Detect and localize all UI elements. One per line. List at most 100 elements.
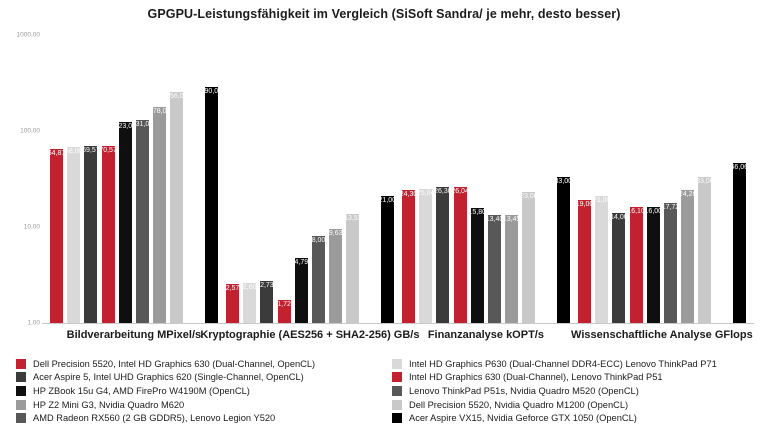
chart-title: GPGPU-Leistungsfähigkeit im Vergleich (S… (147, 7, 621, 21)
bar: 131,00 (132, 119, 153, 323)
x-axis-line (42, 323, 754, 324)
legend-swatch (392, 385, 402, 396)
bar: 13,45 (502, 214, 521, 323)
bar-value-label: 15,80 (468, 208, 487, 216)
bar-value-label: 4,79 (294, 258, 309, 266)
bar-value-label: 64,87 (47, 150, 66, 158)
bar: 13,40 (485, 214, 504, 323)
bar: 290,00 (201, 86, 222, 323)
bar: 2,73 (260, 281, 274, 323)
legend-label: Acer Aspire 5, Intel UHD Graphics 620 (S… (33, 372, 304, 383)
legend-item: Intel HD Graphics P630 (Dual-Channel DDR… (392, 357, 717, 371)
category-label: Finanzanalyse kOPT/s (427, 329, 544, 341)
legend-item: HP ZBook 15u G4, AMD FirePro W4190M (Ope… (16, 384, 315, 398)
plot-area: 1000,00 100,00 10,00 1,00 64,87 68,00 69,57 70,… (16, 31, 754, 341)
bar-value-label: 131,00 (131, 120, 154, 128)
legend-swatch (392, 399, 402, 410)
bar-value-label: 33,06 (696, 178, 714, 186)
legend-item: Dell Precision 5520, Nvidia Quadro M1200… (392, 398, 717, 412)
bar: 17,72 (661, 203, 680, 323)
legend-swatch (16, 385, 26, 396)
bar: 69,57 (82, 146, 100, 323)
legend-item: AMD Radeon RX560 (2 GB GDDR5), Lenovo Le… (16, 411, 315, 425)
bar-value-label: 24,26 (678, 191, 697, 199)
legend-label: Dell Precision 5520, Nvidia Quadro M1200… (409, 399, 629, 410)
bar: 8,00 (312, 236, 325, 323)
bar-value-label: 25,04 (416, 189, 435, 197)
bar: 15,80 (468, 207, 487, 323)
bar-value-label: 16,10 (627, 208, 645, 216)
legend-column-right: Intel HD Graphics P630 (Dual-Channel DDR… (392, 357, 717, 425)
bar: 64,87 (47, 149, 66, 323)
bar: 25,04 (416, 188, 435, 323)
legend-swatch (16, 372, 26, 383)
legend-label: HP ZBook 15u G4, AMD FirePro W4190M (Ope… (33, 385, 250, 396)
bar-value-label: 8,00 (311, 237, 326, 245)
bar-value-label: 2,57 (225, 284, 240, 292)
bar-value-label: 69,57 (82, 147, 100, 155)
bar: 26,04 (451, 187, 469, 323)
bar-value-label: 13,40 (485, 215, 504, 223)
bar: 24,30 (400, 189, 417, 323)
bar: 24,26 (678, 190, 697, 323)
bar-value-label: 123,00 (114, 123, 137, 131)
bar: 4,79 (294, 257, 309, 323)
bar: 1,72 (277, 300, 291, 323)
bar-value-label: 290,00 (200, 87, 223, 95)
category-label: Kryptographie (AES256 + SHA2-256) GB/s (200, 329, 420, 341)
bar-value-label: 26,30 (434, 187, 452, 195)
legend-label: Intel HD Graphics 630 (Dual-Channel), Le… (409, 372, 663, 383)
bar: 14,00 (610, 212, 628, 323)
bar-value-label: 26,04 (451, 188, 469, 196)
y-tick-label: 1000,00 (16, 31, 41, 39)
legend-item: Acer Aspire 5, Intel UHD Graphics 620 (S… (16, 371, 315, 385)
bar: 9,63 (328, 228, 343, 323)
legend-label: HP Z2 Mini G3, Nvidia Quadro M620 (33, 399, 185, 410)
bar: 33,06 (696, 177, 714, 323)
legend-swatch (16, 413, 26, 424)
bar-value-label: 68,00 (64, 148, 83, 156)
bar-value-label: 2,60 (242, 284, 257, 292)
bar: 256,00 (166, 91, 188, 323)
bar-value-label: 17,72 (661, 204, 680, 212)
bar: 23,00 (520, 192, 538, 323)
bar-value-label: 70,57 (99, 146, 117, 154)
bar: 2,57 (225, 283, 240, 323)
legend-swatch (392, 372, 402, 383)
legend-item: HP Z2 Mini G3, Nvidia Quadro M620 (16, 398, 315, 412)
bar: 123,00 (115, 122, 136, 323)
bar-value-label: 21,00 (378, 197, 397, 205)
legend-swatch (392, 413, 402, 424)
legend-item: Intel HD Graphics 630 (Dual-Channel), Le… (392, 371, 717, 385)
y-tick-label: 10,00 (23, 223, 40, 231)
legend-label: Dell Precision 5520, Intel HD Graphics 6… (33, 358, 316, 369)
legend-label: Lenovo ThinkPad P51s, Nvidia Quadro M520… (409, 385, 639, 396)
bar-value-label: 9,63 (328, 229, 343, 237)
bar: 19,00 (576, 200, 593, 323)
bar-value-label: 21,00 (592, 197, 611, 205)
bar: 68,00 (64, 147, 83, 323)
bar: 26,30 (434, 186, 452, 323)
legend-swatch (392, 358, 402, 369)
y-tick-label: 1,00 (27, 319, 40, 327)
y-tick-label: 100,00 (20, 127, 40, 135)
bar-value-label: 13,52 (344, 215, 362, 223)
bar-value-label: 178,00 (148, 107, 171, 115)
bar-value-label: 1,72 (277, 301, 291, 309)
bar-value-label: 13,45 (502, 215, 521, 223)
bar-value-label: 256,00 (166, 92, 188, 100)
legend-label: AMD Radeon RX560 (2 GB GDDR5), Lenovo Le… (33, 413, 276, 424)
legend-item: Lenovo ThinkPad P51s, Nvidia Quadro M520… (392, 384, 717, 398)
category-label: Bildverarbeitung MPixel/s (66, 329, 202, 341)
bar: 33,00 (555, 177, 572, 323)
bar-value-label: 46,06 (730, 164, 749, 172)
bar: 16,00 (644, 207, 663, 323)
category-label: Wissenschaftliche Analyse GFlops (571, 329, 753, 341)
bar: 16,10 (627, 207, 645, 323)
bar-value-label: 2,73 (260, 282, 274, 290)
bar: 21,00 (378, 196, 397, 323)
bar-value-label: 16,00 (644, 208, 663, 216)
legend-swatch (16, 358, 26, 369)
bar: 2,60 (242, 283, 257, 323)
